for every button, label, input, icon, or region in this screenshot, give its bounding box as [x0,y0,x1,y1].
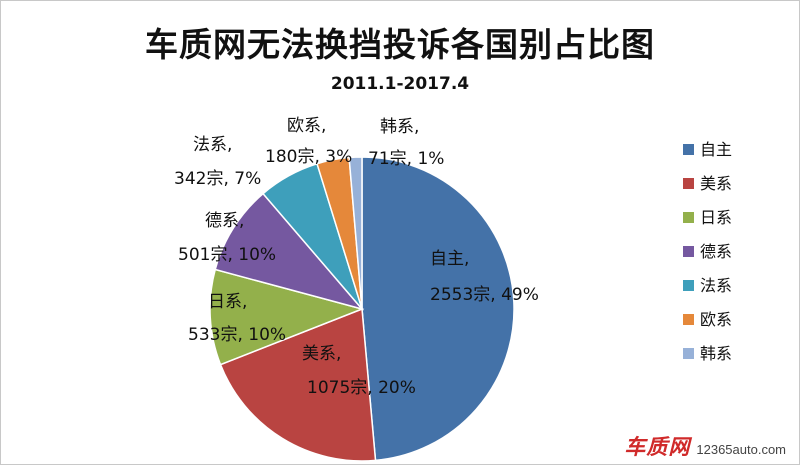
watermark-site: 12365auto.com [696,442,786,457]
data-label-4-line-1: 德系, [205,211,244,231]
legend-label: 欧系 [700,310,733,329]
pie-slice-7 [348,156,363,310]
data-label-2-line-1: 美系, [302,344,341,364]
data-label-6-line-2: 180宗, 3% [265,147,352,167]
legend-swatch [683,144,694,155]
chart-subtitle: 2011.1-2017.4 [330,74,470,94]
data-label-7-line-1: 韩系, [380,117,419,137]
pie-slice-1 [361,156,515,462]
data-label-5-line-1: 法系, [193,135,232,155]
data-label-7-line-2: 71宗, 1% [368,149,444,169]
data-label-1-line-1: 自主, [430,249,469,269]
legend-swatch [683,348,694,359]
legend-swatch [683,280,694,291]
legend-label: 韩系 [700,344,733,363]
legend-swatch [683,314,694,325]
watermark-logo: 车质网 [624,435,691,459]
data-label-6-line-1: 欧系, [287,116,326,136]
legend-swatch [683,178,694,189]
legend-swatch [683,212,694,223]
legend-label: 自主 [700,140,733,159]
legend-swatch [683,246,694,257]
data-label-3-line-2: 533宗, 10% [188,325,286,345]
legend-label: 法系 [700,276,733,295]
pie-slice-4 [214,192,365,311]
pie-slice-2 [219,307,377,462]
data-label-1-line-2: 2553宗, 49% [430,285,539,305]
data-label-4-line-2: 501宗, 10% [178,245,276,265]
legend-label: 德系 [700,242,733,261]
data-label-2-line-2: 1075宗, 20% [307,378,416,398]
legend-label: 日系 [700,208,733,227]
data-label-3-line-1: 日系, [208,292,247,312]
data-label-5-line-2: 342宗, 7% [174,169,261,189]
pie-slice-3 [209,268,365,366]
chart-title: 车质网无法换挡投诉各国别占比图 [145,25,655,64]
watermark: 车质网 12365auto.com [624,433,786,459]
legend-label: 美系 [700,174,733,193]
